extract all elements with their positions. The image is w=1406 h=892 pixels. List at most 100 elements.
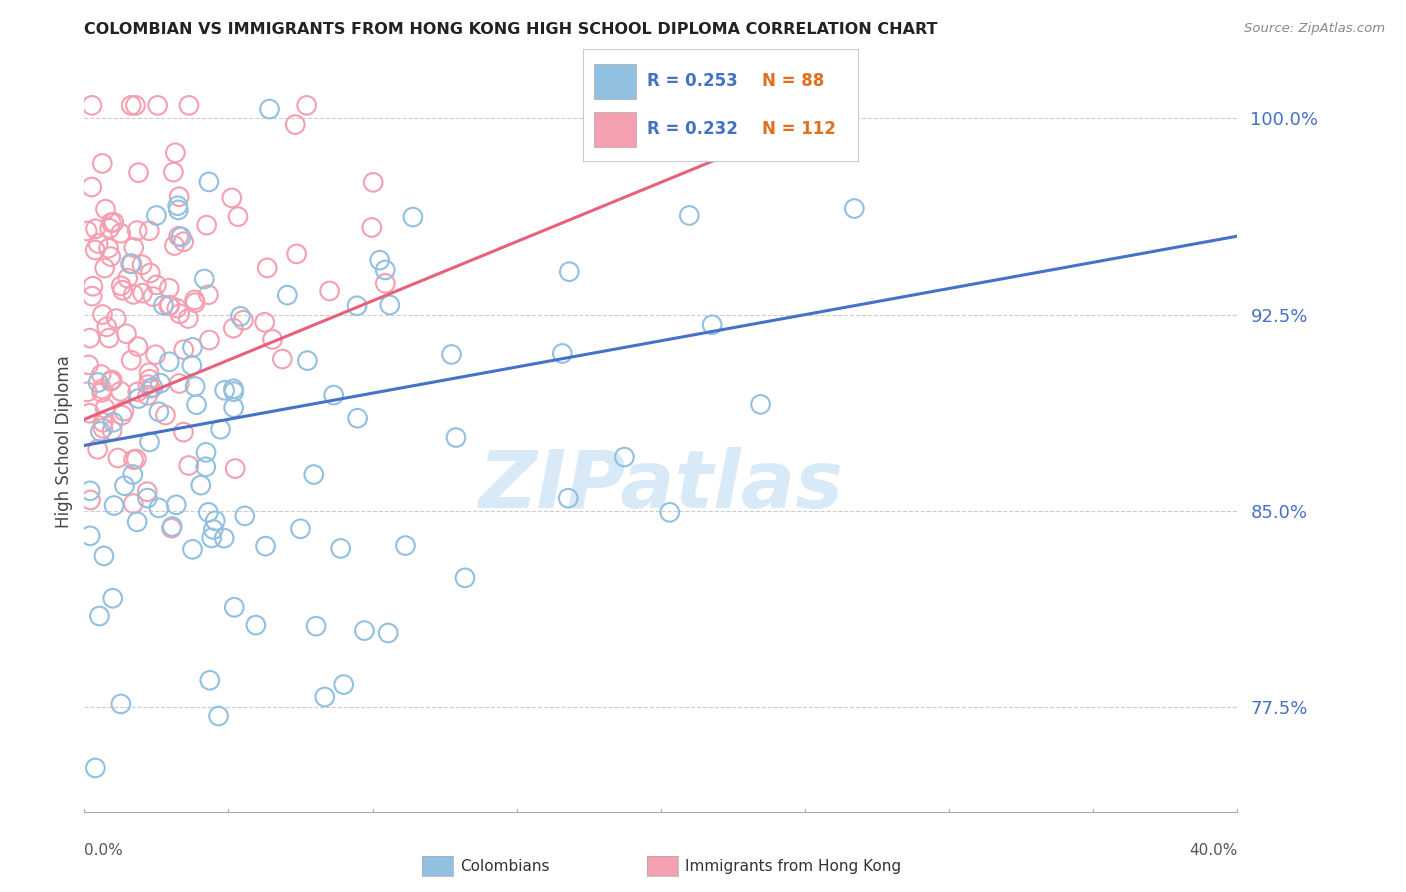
Text: Immigrants from Hong Kong: Immigrants from Hong Kong [685, 859, 901, 873]
Point [94, 401, 117, 415]
Point [82, 279, 104, 293]
Point [91, 156, 114, 170]
Point [122, 287, 145, 301]
Point [87, 236, 110, 251]
Point [110, 384, 132, 399]
Point [749, 397, 772, 411]
Point [162, 165, 184, 179]
Point [295, 98, 318, 112]
Point [285, 247, 308, 261]
Point [98, 221, 121, 235]
Point [177, 98, 200, 112]
Point [165, 498, 187, 512]
Point [103, 215, 125, 229]
Point [190, 478, 212, 492]
Point [110, 226, 132, 240]
Point [157, 355, 180, 369]
Point [120, 257, 142, 271]
Point [160, 521, 183, 535]
Point [368, 253, 391, 268]
Point [169, 376, 191, 391]
Point [87, 376, 110, 390]
Point [110, 278, 132, 293]
Point [169, 307, 191, 321]
Point [394, 539, 416, 553]
Point [138, 372, 160, 386]
Point [329, 541, 352, 556]
Point [103, 499, 125, 513]
Point [110, 697, 132, 711]
Point [121, 467, 143, 482]
Point [302, 467, 325, 482]
Point [145, 277, 167, 292]
Point [173, 235, 195, 249]
Point [101, 424, 124, 438]
Text: ZIPatlas: ZIPatlas [478, 447, 844, 525]
Point [551, 346, 574, 360]
Point [89, 609, 111, 624]
Point [146, 98, 169, 112]
Point [101, 591, 124, 606]
Point [402, 210, 425, 224]
Point [145, 209, 167, 223]
Point [114, 479, 136, 493]
Point [318, 284, 340, 298]
Point [101, 373, 124, 387]
Point [177, 311, 200, 326]
Text: Colombians: Colombians [460, 859, 550, 873]
Point [229, 310, 252, 324]
Point [224, 600, 246, 615]
Point [165, 145, 187, 160]
Point [444, 431, 467, 445]
Point [80, 180, 103, 194]
Point [136, 491, 159, 505]
Point [124, 98, 146, 112]
Point [136, 388, 159, 402]
Point [100, 373, 122, 387]
Point [702, 318, 724, 332]
Point [112, 404, 135, 418]
Point [127, 515, 149, 529]
Point [558, 265, 581, 279]
Point [183, 293, 205, 307]
Point [209, 422, 232, 436]
Point [76, 384, 98, 399]
Point [103, 415, 125, 429]
Point [91, 382, 114, 396]
Point [172, 425, 194, 439]
Point [96, 319, 118, 334]
Point [195, 445, 218, 459]
Point [198, 333, 221, 347]
Point [177, 458, 200, 473]
Point [131, 258, 153, 272]
Point [222, 401, 245, 415]
Point [374, 263, 396, 277]
Point [79, 331, 101, 345]
Point [253, 315, 276, 329]
Point [271, 351, 294, 366]
Point [149, 376, 172, 391]
Point [166, 301, 188, 316]
Point [346, 411, 368, 425]
Point [184, 379, 207, 393]
Point [245, 618, 267, 632]
Point [127, 340, 149, 354]
Point [305, 619, 328, 633]
Point [212, 531, 235, 545]
Point [160, 519, 183, 533]
Point [198, 175, 221, 189]
Point [79, 529, 101, 543]
Point [202, 523, 225, 537]
Point [136, 484, 159, 499]
Point [374, 277, 396, 291]
Text: N = 88: N = 88 [762, 72, 824, 90]
Point [181, 542, 204, 557]
Point [254, 539, 277, 553]
Text: 40.0%: 40.0% [1189, 843, 1237, 858]
Point [232, 313, 254, 327]
Point [148, 500, 170, 515]
Point [259, 102, 281, 116]
Point [127, 392, 149, 406]
Point [93, 261, 115, 276]
Point [155, 408, 177, 422]
